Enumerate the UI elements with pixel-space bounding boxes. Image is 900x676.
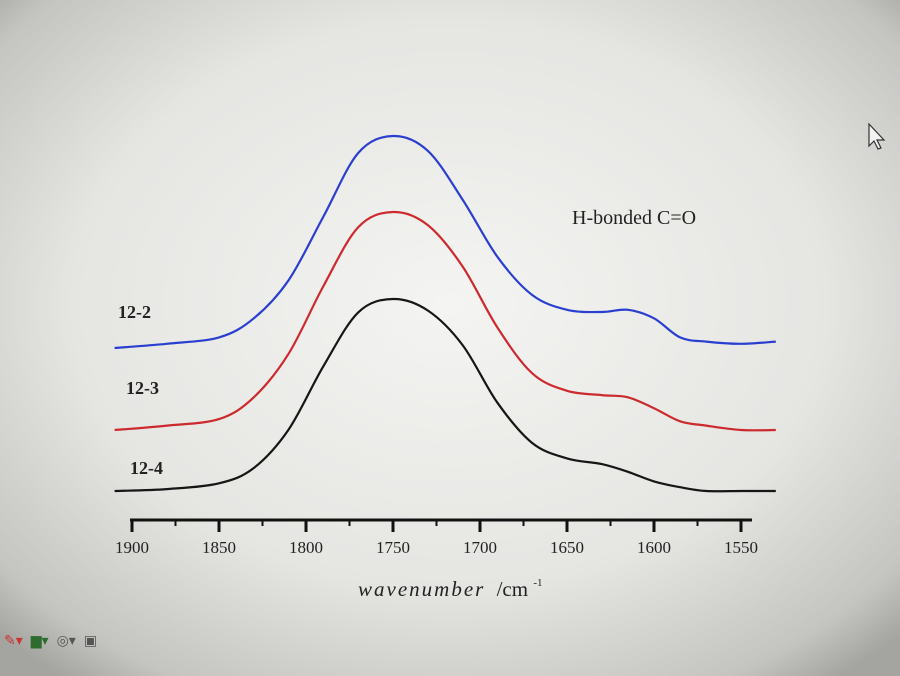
x-tick-label: 1550 bbox=[724, 538, 758, 557]
mouse-pointer-icon bbox=[868, 122, 886, 150]
x-tick-label: 1650 bbox=[550, 538, 584, 557]
series-line-12-3 bbox=[114, 210, 776, 432]
series-line-12-2 bbox=[114, 134, 776, 350]
save-icon[interactable]: ▣ bbox=[83, 633, 98, 649]
settings-icon[interactable]: ◎▾ bbox=[56, 633, 76, 649]
x-axis-unit: /cm bbox=[497, 577, 529, 601]
camera-icon[interactable]: ▆▾ bbox=[30, 633, 49, 649]
x-tick-label: 1750 bbox=[376, 538, 410, 557]
annotation-text: H-bonded C=O bbox=[572, 207, 696, 229]
x-axis-title: wavenumber /cm -1 bbox=[358, 577, 542, 601]
x-tick-label: 1700 bbox=[463, 538, 497, 557]
x-axis-ticks bbox=[130, 520, 743, 532]
series-layer bbox=[114, 134, 776, 493]
series-label-12-4: 12-4 bbox=[130, 458, 163, 478]
x-tick-label: 1800 bbox=[289, 538, 323, 557]
x-tick-label: 1850 bbox=[202, 538, 236, 557]
series-labels: 12-2 12-3 12-4 bbox=[118, 302, 163, 478]
x-axis-unit-superscript: -1 bbox=[533, 577, 542, 589]
series-label-12-2: 12-2 bbox=[118, 302, 151, 322]
x-axis-label: wavenumber bbox=[358, 577, 485, 601]
taskbar-toolbar: ✎▾ ▆▾ ◎▾ ▣ bbox=[0, 630, 174, 652]
x-axis-tick-labels: 1900 1850 1800 1750 1700 1650 1600 1550 bbox=[115, 538, 758, 557]
edit-icon[interactable]: ✎▾ bbox=[4, 633, 23, 649]
x-tick-label: 1900 bbox=[115, 538, 149, 557]
x-tick-label: 1600 bbox=[637, 538, 671, 557]
series-label-12-3: 12-3 bbox=[126, 378, 159, 398]
series-line-12-4 bbox=[114, 297, 776, 493]
